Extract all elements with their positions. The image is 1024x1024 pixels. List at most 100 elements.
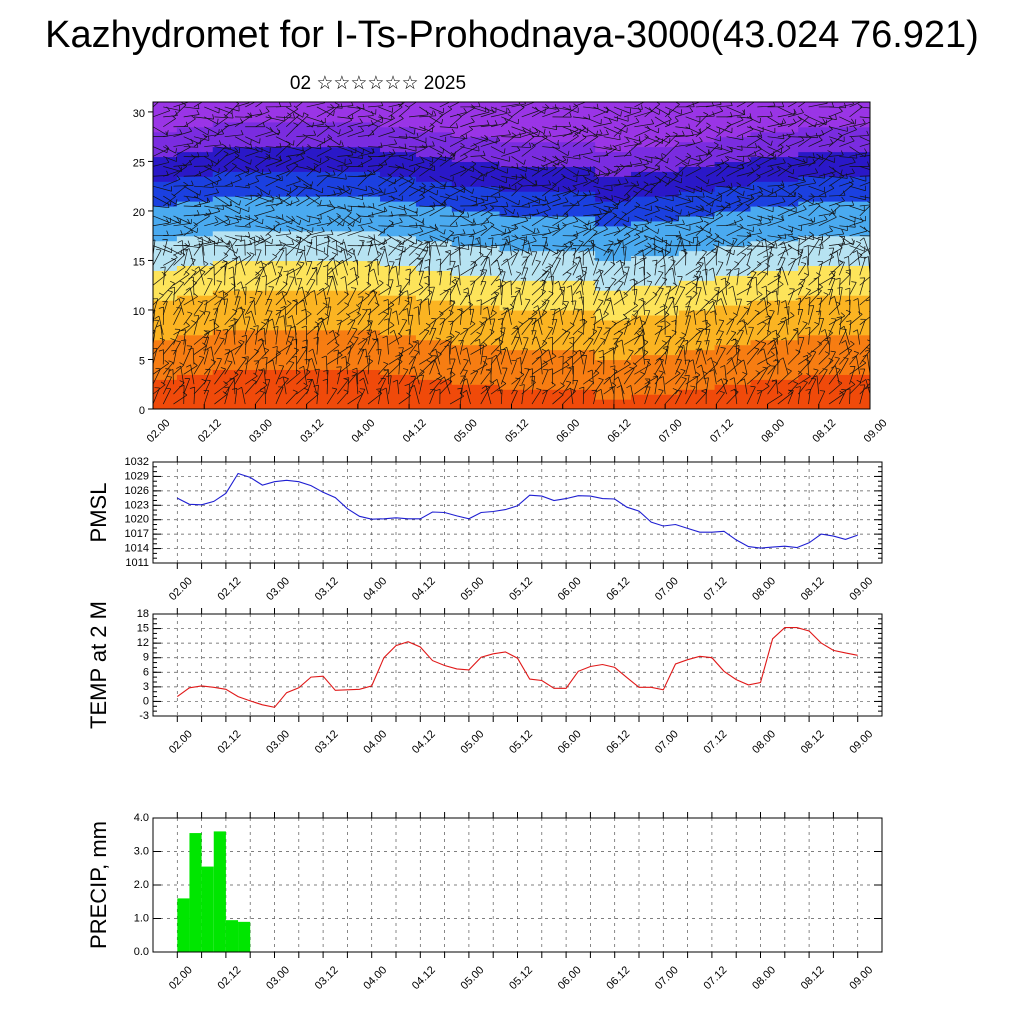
heatmap-cell xyxy=(392,235,405,242)
heatmap-cell xyxy=(248,349,262,356)
heatmap-cell xyxy=(583,260,596,267)
heatmap-cell xyxy=(439,324,453,331)
heatmap-cell xyxy=(415,305,429,311)
heatmap-cell xyxy=(463,196,477,202)
wind-barb-feather xyxy=(215,188,219,193)
wind-barb xyxy=(163,195,177,205)
heatmap-cell xyxy=(463,379,477,385)
heatmap-cell xyxy=(403,106,417,113)
heatmap-cell xyxy=(260,329,274,336)
heatmap-cell xyxy=(583,285,596,291)
heatmap-cell xyxy=(164,334,178,341)
heatmap-cell xyxy=(487,131,501,138)
heatmap-cell xyxy=(523,151,536,158)
heatmap-cell xyxy=(332,255,345,262)
heatmap-cell xyxy=(356,290,369,296)
heatmap-cell xyxy=(415,295,429,301)
heatmap-cell xyxy=(619,131,632,138)
heatmap-cell xyxy=(320,156,333,163)
heatmap-cell xyxy=(153,151,166,158)
heatmap-cell xyxy=(487,121,501,128)
heatmap-cell xyxy=(475,240,489,247)
wind-barb-feather xyxy=(293,105,299,110)
heatmap-cell xyxy=(463,126,477,133)
heatmap-cell xyxy=(547,146,560,153)
wind-barb-feather xyxy=(187,240,191,246)
heatmap-cell xyxy=(846,314,859,321)
heatmap-cell xyxy=(320,201,333,207)
heatmap-cell xyxy=(463,270,477,276)
wind-barb-feather xyxy=(295,196,300,202)
heatmap-cell xyxy=(164,260,178,267)
heatmap-cell xyxy=(559,374,572,380)
heatmap-cell xyxy=(344,364,357,370)
wind-barb xyxy=(265,132,281,137)
heatmap-cell xyxy=(368,126,381,133)
heatmap-cell xyxy=(822,334,835,341)
heatmap-cell xyxy=(738,230,752,237)
heatmap-cell xyxy=(427,146,441,153)
wind-barb xyxy=(296,371,311,385)
heatmap-cell xyxy=(702,359,716,366)
heatmap-cell xyxy=(523,309,536,316)
heatmap-cell xyxy=(762,181,775,187)
heatmap-cell xyxy=(392,394,405,400)
heatmap-cell xyxy=(153,191,166,197)
heatmap-cell xyxy=(475,384,489,390)
heatmap-cell xyxy=(762,280,775,286)
wind-barb xyxy=(255,325,259,345)
heatmap-cell xyxy=(559,161,572,167)
heatmap-cell xyxy=(368,106,381,113)
heatmap-cell xyxy=(559,201,572,207)
heatmap-cell xyxy=(690,181,704,187)
heatmap-cell xyxy=(702,260,716,267)
heatmap-cell xyxy=(260,210,274,217)
heatmap-cell xyxy=(296,399,309,405)
heatmap-cell xyxy=(523,359,536,366)
heatmap-cell xyxy=(571,255,584,262)
heatmap-cell xyxy=(475,285,489,291)
wind-barb-feather xyxy=(231,162,237,167)
heatmap-cell xyxy=(631,181,644,187)
wind-barb-feather xyxy=(197,245,203,248)
heatmap-cell xyxy=(523,146,536,153)
heatmap-cell xyxy=(260,176,274,182)
heatmap-cell xyxy=(511,305,525,311)
heatmap-cell xyxy=(487,215,501,222)
heatmap-cell xyxy=(308,344,321,351)
heatmap-cell xyxy=(678,191,692,197)
heatmap-cell xyxy=(535,354,548,361)
heatmap-cell xyxy=(164,126,178,133)
wind-barb-feather xyxy=(309,290,315,294)
heatmap-cell xyxy=(666,186,680,192)
heatmap-cell xyxy=(475,389,489,395)
heatmap-cell xyxy=(320,275,333,281)
heatmap-cell xyxy=(296,309,309,316)
heatmap-cell xyxy=(188,379,202,385)
heatmap-cell xyxy=(786,186,799,192)
heatmap-cell xyxy=(415,339,429,346)
heatmap-cell xyxy=(547,339,560,346)
heatmap-cell xyxy=(380,384,393,390)
wind-barb-feather xyxy=(202,300,208,302)
heatmap-cell xyxy=(451,369,465,375)
heatmap-cell xyxy=(308,250,321,257)
heatmap-cell xyxy=(200,275,214,281)
wind-barb-feather xyxy=(156,248,162,251)
heatmap-cell xyxy=(164,384,178,390)
heatmap-cell xyxy=(738,156,752,163)
heatmap-cell xyxy=(786,210,799,217)
heatmap-cell xyxy=(403,196,417,202)
heatmap-cell xyxy=(272,354,286,361)
heatmap-cell xyxy=(499,186,513,192)
heatmap-cell xyxy=(427,255,441,262)
heatmap-cell xyxy=(499,379,513,385)
heatmap-cell xyxy=(535,389,548,395)
heatmap-cell xyxy=(427,245,441,252)
heatmap-cell xyxy=(427,106,441,113)
heatmap-cell xyxy=(499,285,513,291)
heatmap-cell xyxy=(858,364,870,370)
heatmap-cell xyxy=(356,275,369,281)
heatmap-cell xyxy=(654,176,668,182)
heatmap-cell xyxy=(296,329,309,336)
